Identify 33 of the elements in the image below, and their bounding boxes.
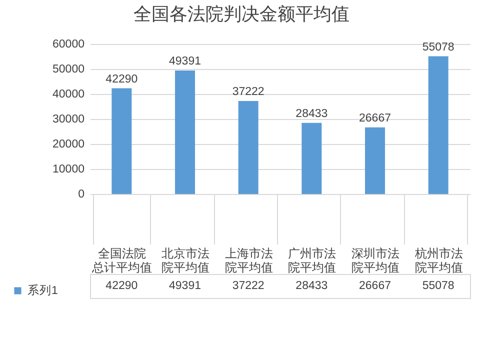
annotation: 37222 xyxy=(232,86,264,98)
data-label: 28433 xyxy=(296,280,328,292)
chart-title: 全国各法院判决金额平均值 xyxy=(133,4,350,24)
data-label: 37222 xyxy=(232,280,264,292)
legend-label: 系列1 xyxy=(28,284,58,297)
annotation: 55078 xyxy=(422,41,454,54)
x-tick-label: 深圳市法院平均值 xyxy=(352,246,400,274)
x-tick-label: 上海市法院平均值 xyxy=(224,246,273,274)
y-tick-label: 0 xyxy=(78,188,84,200)
bar xyxy=(112,88,132,194)
annotation: 42290 xyxy=(106,73,138,86)
y-tick-label: 30000 xyxy=(52,114,84,126)
x-tick-label: 广州市法院平均值 xyxy=(288,246,336,274)
y-tick-label: 10000 xyxy=(52,164,84,176)
annotation: 26667 xyxy=(359,112,391,124)
bar xyxy=(365,127,385,194)
y-tick-label: 40000 xyxy=(52,88,84,100)
bar xyxy=(238,100,258,194)
data-label: 42290 xyxy=(106,280,138,292)
data-label: 26667 xyxy=(359,280,391,292)
x-tick-label: 全国法院总计平均值 xyxy=(91,246,152,274)
bar xyxy=(302,122,322,194)
data-label: 49391 xyxy=(169,280,201,292)
annotation: 28433 xyxy=(296,108,328,120)
x-tick-label: 杭州市法院平均值 xyxy=(414,246,463,274)
y-tick-label: 20000 xyxy=(52,138,84,150)
y-tick-label: 50000 xyxy=(52,64,84,76)
x-tick-label: 北京市法院平均值 xyxy=(162,246,210,274)
annotation: 49391 xyxy=(169,56,201,68)
bar xyxy=(428,56,448,194)
bar xyxy=(175,70,195,194)
data-label: 55078 xyxy=(422,280,454,292)
y-tick-label: 60000 xyxy=(52,38,84,50)
